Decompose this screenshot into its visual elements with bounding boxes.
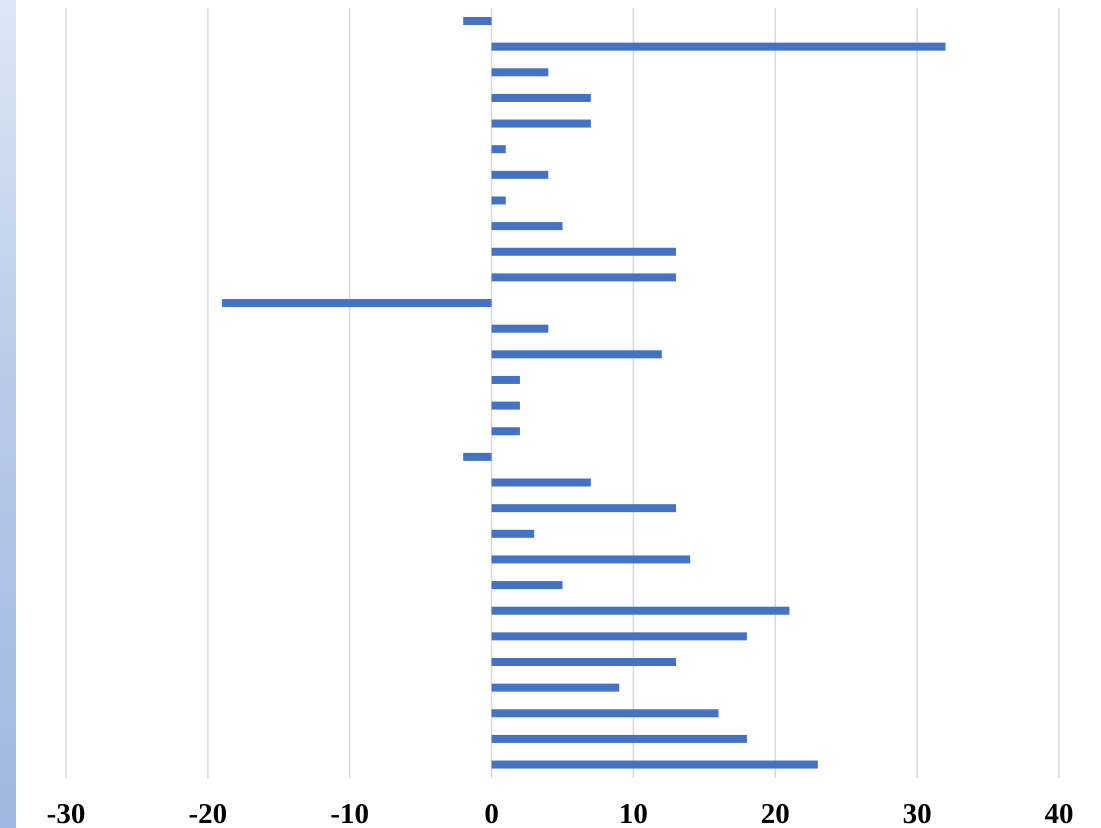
bar-3 <box>491 93 591 102</box>
bar-16 <box>491 427 520 436</box>
x-tick-label-2: -10 <box>330 798 369 828</box>
bar-11 <box>222 299 492 308</box>
bar-10 <box>491 273 676 282</box>
x-axis-ticks: -30 -20 -10 0 10 20 30 40 <box>47 798 1074 828</box>
bar-22 <box>491 581 563 590</box>
x-tick-label-4: 10 <box>619 798 648 828</box>
bar-25 <box>491 658 676 666</box>
bar-8 <box>491 222 563 231</box>
x-tick-label-7: 40 <box>1045 798 1074 828</box>
bar-13 <box>491 350 662 359</box>
gridlines <box>65 8 1060 778</box>
bar-17 <box>463 452 492 461</box>
x-tick-label-1: -20 <box>189 798 228 828</box>
bar-4 <box>491 119 591 128</box>
bar-2 <box>491 68 549 77</box>
x-tick-label-3: 0 <box>484 798 499 828</box>
bar-0 <box>463 17 492 25</box>
bar-9 <box>491 247 676 256</box>
bars <box>222 17 946 769</box>
bar-21 <box>491 555 691 564</box>
bar-24 <box>491 632 747 641</box>
left-edge-strip <box>0 0 16 828</box>
bar-28 <box>491 734 747 743</box>
bar-5 <box>491 145 506 154</box>
bar-6 <box>491 170 549 179</box>
bar-20 <box>491 529 535 538</box>
bar-12 <box>491 324 549 333</box>
bar-29 <box>491 760 818 769</box>
bar-7 <box>491 196 506 205</box>
bar-15 <box>491 401 520 410</box>
x-tick-label-6: 30 <box>903 798 932 828</box>
x-tick-label-5: 20 <box>761 798 790 828</box>
bar-27 <box>491 709 719 718</box>
x-tick-label-0: -30 <box>47 798 86 828</box>
bar-18 <box>491 478 591 487</box>
bar-1 <box>491 42 946 51</box>
bar-23 <box>491 606 790 615</box>
bar-14 <box>491 375 520 384</box>
bar-26 <box>491 683 620 692</box>
bar-19 <box>491 504 676 513</box>
